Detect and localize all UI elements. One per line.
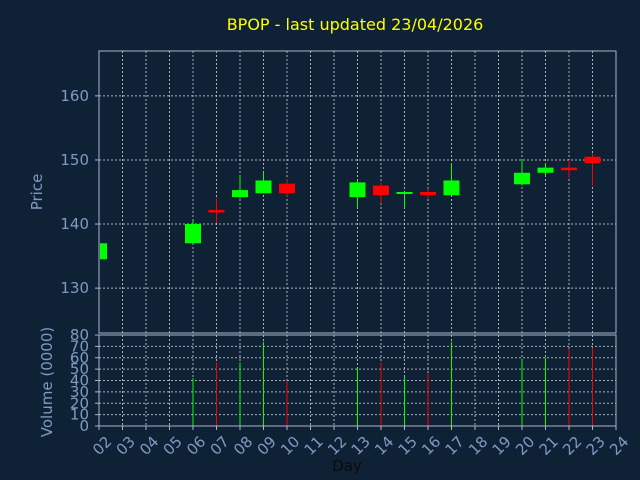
x-axis-title: Day [332,457,362,475]
volume-tick-label: 40 [70,372,89,390]
volume-axis-label: Volume (0000) [38,327,56,437]
volume-tick-label: 30 [70,383,89,401]
x-tick-label: 04 [136,433,162,459]
x-tick-label: 10 [277,433,303,459]
volume-tick-label: 80 [70,326,89,344]
x-tick-label: 02 [89,433,115,459]
volume-tick-label: 10 [70,406,89,424]
candle-body-up [396,192,413,194]
price-plot-frame [98,50,617,334]
price-axis-label: Price [28,174,46,211]
x-tick-label: 12 [324,433,350,459]
candle-body-down [561,167,577,171]
candle-body-up [349,182,366,198]
x-tick-label: 23 [583,433,609,459]
x-tick-label: 05 [160,433,186,459]
x-tick-label: 08 [230,433,256,459]
x-tick-label: 07 [207,433,233,459]
candle-body-up [185,224,201,244]
x-tick-label: 19 [489,433,515,459]
x-tick-label: 18 [465,433,491,459]
price-tick-label: 130 [60,279,89,297]
price-panel: 130 140 150 160 [60,50,617,334]
volume-tick-label: 50 [70,360,89,378]
candle-body-down [279,183,295,194]
candle-body-down [420,192,436,196]
x-tick-label: 15 [395,433,421,459]
volume-tick-label: 20 [70,394,89,412]
volume-tick-label: 60 [70,349,89,367]
x-tick-label: 24 [606,433,632,459]
chart-title: BPOP - last updated 23/04/2026 [227,15,484,34]
x-tick-label: 21 [536,433,562,459]
candle-body-up [232,190,248,198]
x-tick-label: 16 [418,433,444,459]
candle-body-up [100,243,107,260]
candle-body-down [584,156,601,164]
candle-body-up [443,180,460,196]
x-tick-label: 09 [254,433,280,459]
candle-body-up [255,180,272,194]
x-tick-label: 11 [301,433,327,459]
x-tick-label: 22 [559,433,585,459]
x-tick-label: 03 [113,433,139,459]
x-tick-label: 17 [442,433,468,459]
candle-body-up [537,167,554,173]
candle-body-up [514,172,530,185]
candle-body-down [373,185,389,196]
candle-body-down [208,209,225,213]
x-tick-label: 14 [371,433,397,459]
x-tick-label: 06 [183,433,209,459]
x-tick-label: 20 [512,433,538,459]
volume-tick-label: 70 [70,337,89,355]
volume-tick-label: 0 [79,417,89,435]
price-tick-label: 150 [60,151,89,169]
price-tick-label: 160 [60,87,89,105]
x-tick-label: 13 [348,433,374,459]
price-tick-label: 140 [60,215,89,233]
